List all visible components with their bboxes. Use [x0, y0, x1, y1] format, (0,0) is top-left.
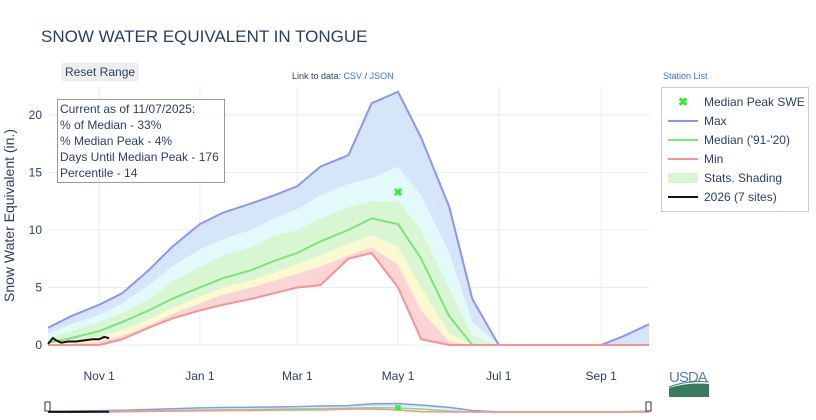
json-link[interactable]: JSON	[369, 71, 394, 81]
reset-range-button[interactable]: Reset Range	[61, 63, 140, 81]
legend-item-median-peak[interactable]: ✖ Median Peak SWE	[668, 93, 805, 111]
y-tick-label: 0	[35, 338, 42, 352]
legend-item-current[interactable]: 2026 (7 sites)	[668, 188, 777, 206]
info-box: Current as of 11/07/2025: % of Median - …	[57, 99, 225, 183]
info-line: % Median Peak - 4%	[60, 134, 173, 148]
median-peak-marker: ✖	[394, 403, 402, 413]
x-tick-label: May 1	[382, 369, 415, 383]
legend-item-shading[interactable]: Stats. Shading	[668, 169, 782, 187]
legend-label: Max	[704, 114, 727, 128]
info-line: % of Median - 33%	[60, 118, 162, 132]
links-separator: /	[362, 71, 370, 81]
y-tick-label: 20	[29, 108, 43, 122]
range-slider: ✖	[44, 398, 652, 413]
chart-title: SNOW WATER EQUIVALENT IN TONGUE	[41, 27, 368, 46]
legend-item-max[interactable]: Max	[668, 112, 727, 130]
shading-band	[48, 166, 649, 345]
line-swatch-icon	[668, 158, 698, 160]
x-tick-label: Jul 1	[486, 369, 512, 383]
legend-label: Median ('91-'20)	[704, 133, 790, 147]
median-peak-marker: ✖	[393, 187, 402, 199]
y-tick-label: 10	[29, 223, 43, 237]
csv-link[interactable]: CSV	[343, 71, 363, 81]
line-swatch-icon	[668, 196, 698, 198]
range-slider-handle-left[interactable]	[44, 401, 51, 412]
legend-label: Min	[704, 152, 724, 166]
legend: ✖ Median Peak SWE Max Median ('91-'20) Mi…	[661, 87, 809, 212]
legend-label: Stats. Shading	[704, 171, 783, 185]
range-slider-handle-right[interactable]	[645, 401, 652, 412]
shading-band	[48, 201, 649, 345]
station-list-link[interactable]: Station List	[663, 71, 708, 81]
legend-item-min[interactable]: Min	[668, 150, 723, 168]
line-swatch-icon	[668, 139, 698, 141]
y-tick-label: 15	[29, 165, 43, 179]
links-label: Link to data:	[292, 71, 344, 81]
min-line	[48, 408, 649, 413]
legend-item-median[interactable]: Median ('91-'20)	[668, 131, 790, 149]
shading-band	[48, 405, 649, 412]
current-year-line	[47, 335, 110, 345]
y-axis-label: Snow Water Equivalent (in.)	[1, 129, 17, 302]
legend-label: 2026 (7 sites)	[704, 190, 777, 204]
info-line: Days Until Median Peak - 176	[60, 150, 219, 164]
x-marker-icon: ✖	[677, 95, 689, 109]
y-tick-label: 5	[35, 280, 42, 294]
x-tick-label: Nov 1	[84, 369, 116, 383]
usda-logo: USDA	[668, 368, 710, 403]
data-links: Link to data: CSV / JSON	[292, 71, 394, 81]
info-line: Current as of 11/07/2025:	[60, 102, 196, 116]
x-tick-label: Sep 1	[585, 369, 617, 383]
svg-text:USDA: USDA	[669, 369, 708, 386]
x-tick-label: Jan 1	[185, 369, 215, 383]
x-tick-label: Mar 1	[282, 369, 313, 383]
main-series: ✖	[47, 90, 650, 346]
info-line: Percentile - 14	[60, 166, 138, 180]
min-line	[48, 251, 649, 346]
area-swatch-icon	[668, 173, 698, 183]
line-swatch-icon	[668, 120, 698, 122]
legend-label: Median Peak SWE	[704, 95, 805, 109]
